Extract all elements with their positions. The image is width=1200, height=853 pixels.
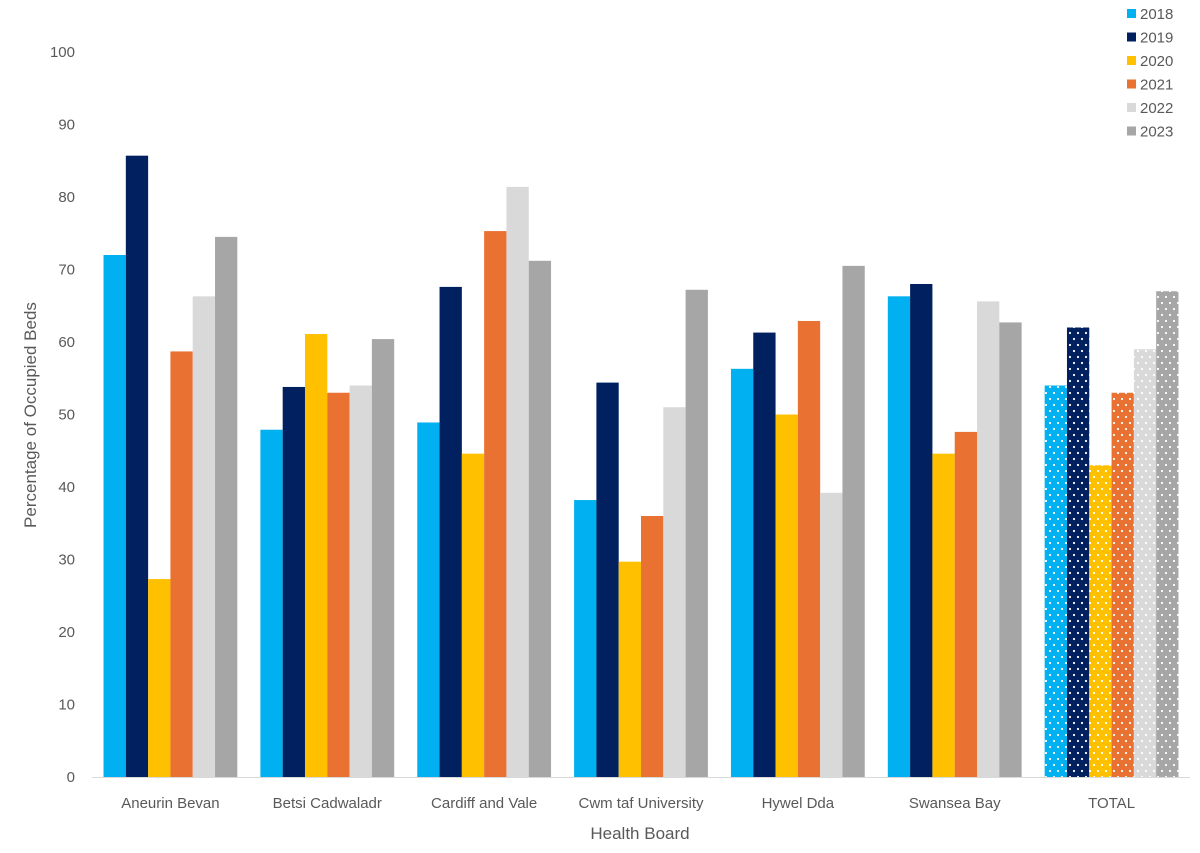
y-tick-label: 30 (58, 552, 75, 569)
bars (103, 155, 1179, 778)
legend-label: 2020 (1140, 53, 1173, 70)
bar-2018-swansea-bay (887, 296, 911, 777)
bar-2019-cardiff-and-vale (439, 286, 462, 777)
bar-2022-swansea-bay (977, 301, 1000, 777)
x-tick-label: Cwm taf University (578, 795, 704, 812)
bar-2020-hywel-dda (775, 414, 798, 777)
bar-2018-betsi-cadwaladr (260, 429, 283, 777)
bar-2023-aneurin-bevan (215, 236, 238, 777)
bar-2022-betsi-cadwaladr (349, 385, 372, 777)
bar-2023-total (1156, 291, 1179, 777)
bar-2020-swansea-bay (932, 453, 955, 777)
bar-2018-aneurin-bevan (103, 255, 126, 777)
bar-2021-total (1111, 392, 1134, 777)
bar-2020-betsi-cadwaladr (304, 334, 328, 777)
bar-2021-cwm-taf-university (641, 516, 664, 777)
bar-2021-aneurin-bevan (170, 351, 193, 777)
bar-2019-aneurin-bevan (125, 155, 149, 778)
bar-2018-hywel-dda (730, 368, 754, 777)
y-tick-label: 60 (58, 334, 75, 351)
bar-2018-cardiff-and-vale (417, 422, 440, 777)
legend-label: 2022 (1140, 100, 1173, 117)
legend-label: 2019 (1140, 30, 1173, 47)
y-tick-label: 80 (58, 189, 75, 206)
legend-label: 2021 (1140, 77, 1173, 94)
x-axis-ticks: Aneurin Bevan Betsi Cadwaladr Cardiff and … (121, 795, 1135, 812)
bar-2019-total (1066, 327, 1090, 777)
legend-swatch (1127, 56, 1136, 65)
y-axis-label: Percentage of Occupied Beds (21, 302, 40, 528)
bar-2019-cwm-taf-university (596, 382, 619, 777)
bar-2021-hywel-dda (797, 320, 821, 777)
bar-2023-cwm-taf-university (685, 289, 708, 777)
legend-label: 2023 (1140, 124, 1173, 141)
bar-2022-aneurin-bevan (192, 296, 216, 777)
y-tick-label: 10 (58, 697, 75, 714)
x-tick-label: TOTAL (1088, 795, 1135, 812)
x-tick-label: Swansea Bay (909, 795, 1001, 812)
bar-2020-cwm-taf-university (618, 561, 641, 777)
x-tick-label: Aneurin Bevan (121, 795, 219, 812)
bar-2022-cardiff-and-vale (506, 186, 529, 778)
legend: 2018 2019 2020 2021 2022 2023 (1127, 6, 1173, 141)
y-tick-label: 100 (50, 44, 75, 61)
legend-swatch (1127, 126, 1136, 136)
bar-2023-swansea-bay (999, 322, 1022, 777)
y-tick-label: 40 (58, 479, 75, 496)
bar-2022-hywel-dda (820, 492, 843, 777)
legend-swatch (1127, 103, 1136, 112)
y-tick-label: 0 (67, 769, 75, 786)
bar-2023-cardiff-and-vale (528, 260, 552, 777)
y-axis-ticks: 0 10 20 30 40 50 60 70 80 90 100 (50, 44, 75, 786)
x-tick-label: Betsi Cadwaladr (273, 795, 382, 812)
bar-2018-total (1044, 385, 1067, 777)
bar-2021-betsi-cadwaladr (327, 392, 350, 777)
x-axis-label: Health Board (590, 824, 689, 843)
legend-swatch (1127, 79, 1136, 89)
bar-2023-hywel-dda (842, 265, 865, 777)
y-tick-label: 90 (58, 117, 75, 134)
legend-label: 2018 (1140, 6, 1173, 23)
legend-swatch (1127, 9, 1136, 18)
bar-2018-cwm-taf-university (574, 500, 597, 777)
bar-2020-total (1089, 465, 1112, 777)
bar-2023-betsi-cadwaladr (371, 339, 395, 777)
bar-2021-swansea-bay (954, 431, 978, 777)
bar-2021-cardiff-and-vale (484, 231, 507, 777)
y-tick-label: 50 (58, 407, 75, 424)
x-tick-label: Cardiff and Vale (431, 795, 537, 812)
bar-2020-aneurin-bevan (148, 579, 171, 777)
x-tick-label: Hywel Dda (762, 795, 835, 812)
bar-2022-cwm-taf-university (663, 407, 686, 777)
legend-swatch (1127, 32, 1136, 42)
bar-2019-betsi-cadwaladr (282, 386, 305, 777)
y-tick-label: 20 (58, 624, 75, 641)
bar-2022-total (1133, 349, 1157, 777)
bar-2019-swansea-bay (910, 284, 933, 777)
y-tick-label: 70 (58, 262, 75, 279)
bar-2020-cardiff-and-vale (461, 453, 485, 777)
bar-2019-hywel-dda (753, 332, 776, 777)
